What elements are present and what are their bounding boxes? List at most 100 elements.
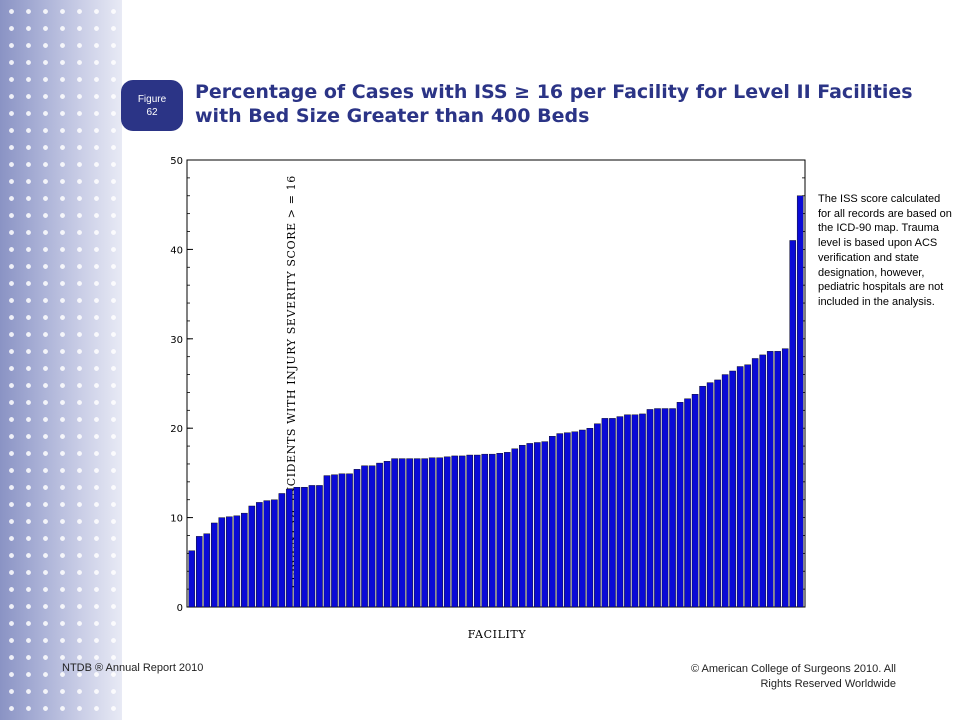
bar-facility-8 (241, 512, 248, 608)
bar-facility-65 (669, 408, 676, 608)
bar-facility-58 (616, 416, 624, 608)
bar-facility-7 (233, 515, 241, 608)
bar-facility-81 (789, 240, 797, 608)
bar-facility-27 (383, 461, 391, 608)
bar-facility-51 (564, 432, 571, 608)
bar-facility-42 (496, 453, 504, 608)
bar-facility-9 (248, 505, 256, 608)
x-axis-title: FACILITY (468, 628, 527, 641)
bar-facility-10 (256, 502, 263, 608)
bar-facility-46 (526, 443, 534, 608)
bar-facility-74 (736, 366, 744, 608)
bar-facility-24 (361, 465, 368, 608)
bar-facility-26 (376, 462, 383, 608)
footer-copyright: © American College of Surgeons 2010. All… (660, 662, 896, 692)
bar-facility-25 (368, 465, 376, 608)
bar-facility-15 (293, 487, 301, 608)
bar-facility-21 (338, 473, 346, 608)
bar-chart: PERCENT OF INCIDENTS WITH INJURY SEVERIT… (170, 156, 806, 641)
bar-facility-20 (331, 474, 338, 608)
y-tick-label: 30 (170, 335, 183, 346)
figure-label: Figure (137, 93, 167, 105)
bar-facility-78 (766, 351, 774, 608)
bar-facility-82 (796, 195, 804, 608)
bar-facility-3 (203, 533, 211, 608)
bar-facility-19 (323, 475, 331, 608)
copyright-line-2: Rights Reserved Worldwide (760, 678, 896, 690)
bar-facility-22 (346, 473, 353, 608)
bar-facility-41 (488, 453, 496, 608)
bar-facility-17 (308, 485, 316, 608)
bar-facility-59 (624, 414, 631, 608)
bar-facility-69 (699, 385, 706, 608)
copyright-line-1: © American College of Surgeons 2010. All (690, 663, 896, 675)
bar-facility-38 (466, 454, 473, 608)
bar-facility-79 (774, 351, 781, 608)
bar-facility-33 (428, 457, 436, 608)
bar-facility-16 (301, 487, 308, 608)
bar-facility-30 (406, 458, 413, 608)
bar-facility-34 (436, 457, 443, 608)
bar-facility-71 (714, 379, 721, 608)
bar-facility-75 (744, 364, 751, 608)
bar-facility-67 (684, 398, 691, 608)
bar-facility-72 (721, 374, 729, 608)
dotted-side-panel (0, 0, 122, 720)
bar-facility-31 (413, 458, 421, 608)
bar-facility-80 (781, 348, 789, 608)
bar-facility-12 (271, 499, 278, 608)
bar-facility-53 (579, 429, 586, 608)
y-tick-label: 40 (170, 245, 183, 256)
bar-facility-2 (195, 536, 203, 608)
bar-facility-23 (353, 469, 361, 608)
bar-facility-4 (211, 522, 218, 608)
bar-facility-54 (586, 428, 594, 608)
bar-facility-68 (691, 394, 699, 608)
bar-facility-35 (443, 456, 451, 608)
y-axis-title: PERCENT OF INCIDENTS WITH INJURY SEVERIT… (285, 175, 298, 589)
plot-frame (186, 159, 806, 608)
bar-facility-40 (481, 453, 489, 608)
y-tick-label: 0 (177, 603, 183, 614)
bar-facility-61 (639, 413, 646, 608)
bar-facility-49 (549, 436, 556, 608)
bar-facility-36 (451, 455, 458, 608)
bar-facility-13 (278, 493, 286, 608)
bar-facility-37 (458, 455, 466, 608)
bar-facility-47 (534, 442, 541, 608)
bar-facility-43 (503, 452, 511, 608)
bar-facility-56 (601, 418, 609, 608)
bar-facility-52 (571, 431, 579, 608)
bar-facility-60 (631, 414, 639, 608)
figure-badge: Figure 62 (121, 80, 183, 131)
figure-number: 62 (146, 106, 158, 118)
bar-facility-76 (751, 358, 759, 608)
bar-facility-66 (676, 402, 684, 608)
bar-facility-63 (654, 408, 661, 608)
bar-facility-48 (541, 441, 549, 608)
bar-facility-5 (218, 517, 226, 608)
bar-facility-32 (421, 458, 428, 608)
y-tick-label: 50 (170, 156, 183, 167)
bar-facility-64 (661, 408, 669, 608)
bar-facility-11 (263, 500, 271, 608)
bar-facility-77 (759, 354, 766, 608)
bar-facility-55 (594, 423, 601, 608)
bar-facility-45 (519, 444, 526, 608)
footer-report-name: NTDB ® Annual Report 2010 (62, 662, 204, 674)
bar-facility-62 (646, 409, 654, 608)
bar-facility-14 (286, 488, 293, 608)
slide-title: Percentage of Cases with ISS ≥ 16 per Fa… (195, 81, 913, 127)
bar-facility-6 (226, 516, 233, 608)
bar-facility-29 (398, 458, 406, 608)
bar-facility-57 (609, 418, 616, 608)
bar-facility-70 (706, 382, 714, 608)
y-tick-label: 20 (170, 424, 183, 435)
bar-facility-18 (316, 485, 323, 608)
bar-facility-1 (188, 550, 196, 608)
bar-facility-28 (391, 458, 398, 608)
methodology-note: The ISS score calculated for all records… (818, 193, 952, 308)
bar-facility-50 (556, 433, 564, 608)
y-tick-label: 10 (170, 514, 183, 525)
bar-facility-44 (511, 448, 519, 608)
